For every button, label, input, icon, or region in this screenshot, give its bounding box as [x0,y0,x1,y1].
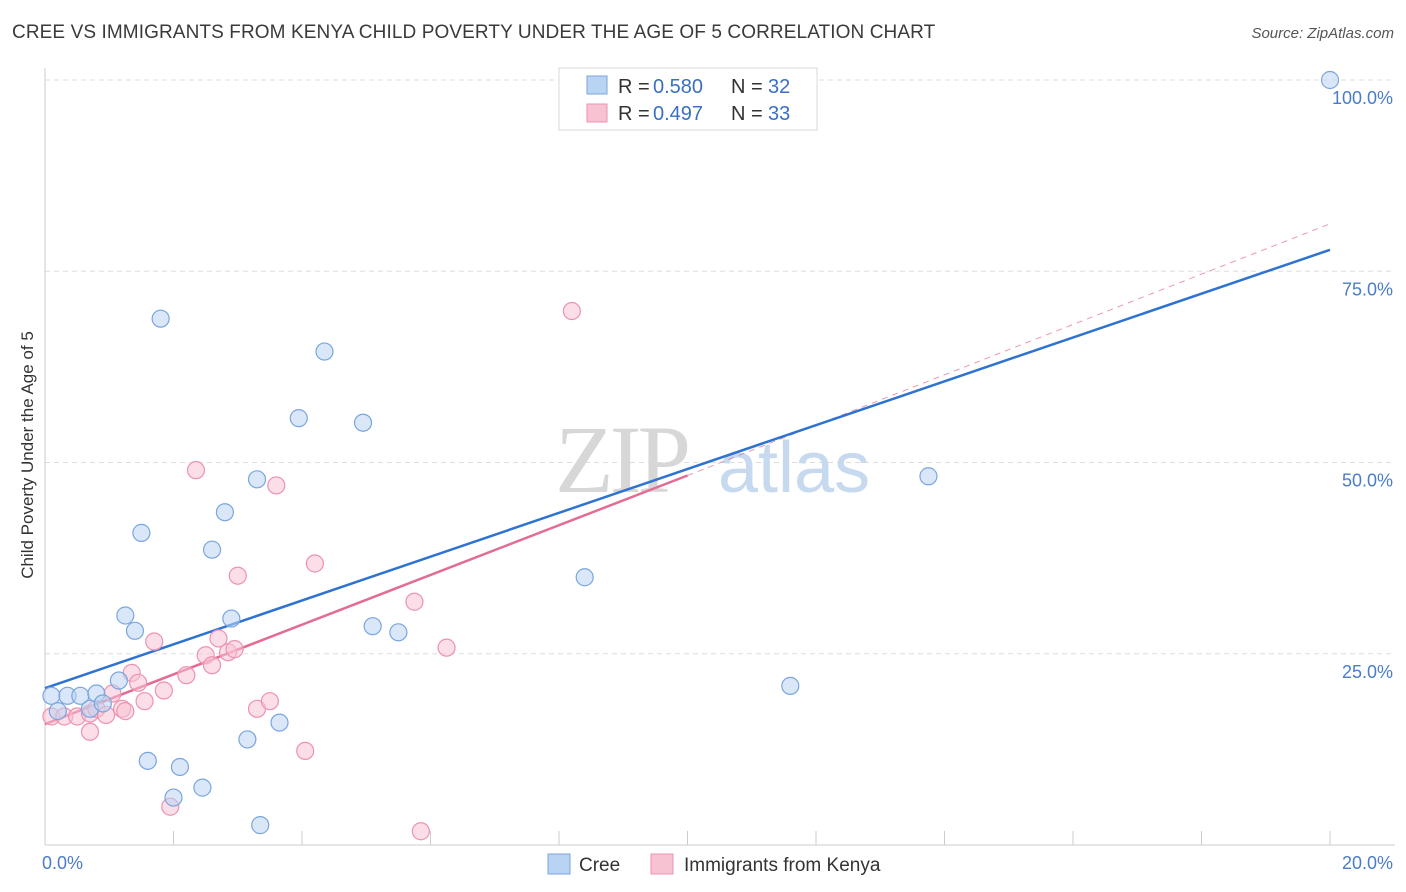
point-cree-9 [125,621,145,640]
point-cree-19 [238,730,257,749]
y-tick-label-2: 75.0% [1342,279,1393,299]
point-cree-7 [109,671,128,690]
point-kenya-22 [225,640,244,659]
point-cree-24 [315,342,334,361]
point-cree-1 [48,702,67,721]
legend-swatch-cree [586,75,608,95]
point-kenya-25 [260,692,279,711]
point-kenya-28 [305,554,324,573]
tick-labels: 25.0% 50.0% 75.0% 100.0% 0.0% 20.0% [42,88,1393,873]
point-kenya-12 [135,692,154,711]
point-cree-27 [389,623,408,642]
point-cree-17 [215,503,234,522]
point-cree-8 [116,606,135,625]
point-kenya-9 [116,702,135,721]
point-cree-23 [289,409,308,428]
point-cree-30 [919,467,938,486]
point-kenya-4 [80,722,100,741]
point-cree-0 [42,686,61,705]
point-kenya-19 [202,656,222,675]
point-cree-18 [222,609,241,628]
point-kenya-26 [267,476,286,495]
point-kenya-23 [228,566,247,585]
legend-n-label-kenya: N = [731,103,763,125]
point-kenya-31 [437,638,456,657]
y-axis-label: Child Poverty Under the Age of 5 [18,331,37,579]
watermark-zip: ZIP [555,406,688,513]
point-cree-22 [270,713,289,732]
point-kenya-17 [186,461,206,480]
point-cree-26 [363,617,382,636]
point-cree-16 [202,540,222,559]
point-cree-28 [575,568,594,587]
legend-n-value-kenya: 33 [768,103,790,125]
point-kenya-16 [177,666,196,685]
point-cree-6 [93,694,112,713]
data-points [42,70,1340,841]
chart-title: CREE VS IMMIGRANTS FROM KENYA CHILD POVE… [12,22,936,43]
point-cree-15 [193,778,212,797]
point-kenya-11 [129,673,148,692]
legend-r-label-kenya: R = [618,103,650,125]
legend-swatch-kenya [586,103,608,123]
legend-n-label-cree: N = [731,76,763,98]
point-cree-12 [151,309,170,328]
point-cree-25 [353,413,373,432]
point-kenya-32 [562,301,581,321]
watermark-atlas: atlas [718,428,870,508]
trend-extension-kenya [687,223,1331,476]
grid-lines [45,79,1395,655]
point-cree-14 [170,757,190,777]
point-cree-11 [138,751,157,770]
trend-line-cree [44,248,1331,690]
legend-n-value-cree: 32 [768,76,790,98]
bottom-legend: Cree Immigrants from Kenya [547,853,881,876]
bottom-legend-swatch-cree [547,853,571,875]
point-kenya-27 [296,741,315,761]
y-tick-label-1: 50.0% [1342,471,1393,491]
legend-r-value-kenya: 0.497 [653,103,703,125]
point-cree-20 [247,470,267,489]
y-tick-label-3: 100.0% [1332,88,1393,108]
bottom-legend-kenya: Immigrants from Kenya [684,855,881,876]
y-tick-label-0: 25.0% [1342,662,1393,682]
point-cree-10 [132,523,151,542]
point-cree-31 [1320,70,1340,90]
point-kenya-13 [145,632,164,651]
legend-box: R = 0.580 N = 32 R = 0.497 N = 33 [558,67,818,131]
legend-r-label-cree: R = [618,76,650,98]
bottom-legend-cree: Cree [579,855,620,876]
bottom-legend-swatch-kenya [650,853,674,875]
x-tick-label-0: 0.0% [42,853,83,873]
point-kenya-29 [405,592,424,611]
point-kenya-30 [411,822,430,841]
point-cree-29 [781,676,800,695]
point-cree-21 [251,816,270,835]
legend-r-value-cree: 0.580 [653,76,703,98]
trend-lines [44,223,1331,726]
point-kenya-20 [209,629,228,648]
watermark: ZIP atlas [555,406,870,513]
point-cree-13 [164,788,183,807]
trend-line-kenya [44,474,688,726]
x-tick-label-1: 20.0% [1342,853,1393,873]
source-label: Source: ZipAtlas.com [1251,25,1394,42]
point-kenya-14 [154,681,173,700]
